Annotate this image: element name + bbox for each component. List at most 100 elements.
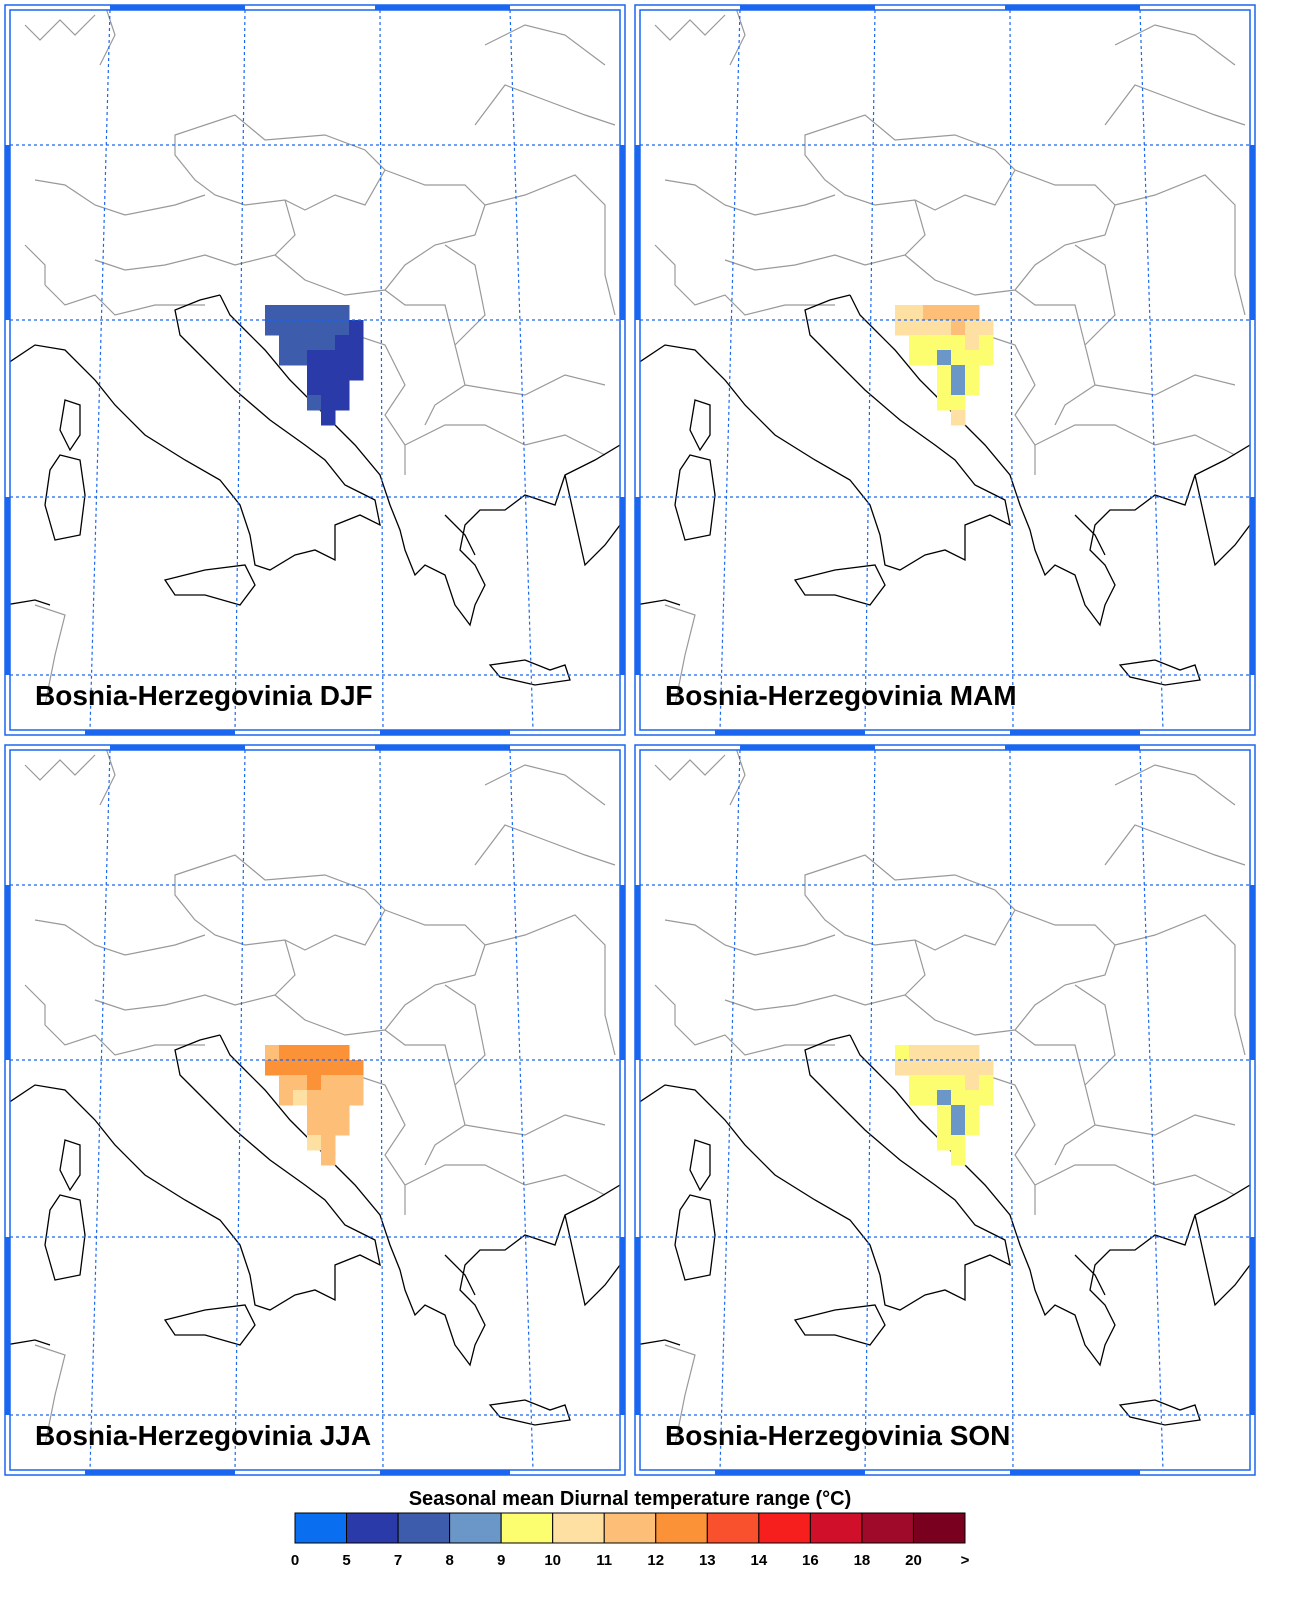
- frame-tick: [1005, 5, 1140, 10]
- grid-cell: [951, 305, 966, 321]
- grid-cell: [923, 1045, 938, 1061]
- grid-cell: [979, 320, 994, 336]
- grid-cell: [307, 395, 322, 411]
- colorbar-tick-label: 7: [394, 1552, 402, 1569]
- grid-cell: [279, 305, 294, 321]
- grid-cell: [293, 1090, 308, 1106]
- panel-title: Bosnia-Herzegovinia DJF: [35, 680, 373, 711]
- grid-cell: [965, 1045, 980, 1061]
- colorbar-tick-label: 14: [751, 1552, 768, 1569]
- colorbar-tick-label: 20: [905, 1552, 922, 1569]
- colorbar: Seasonal mean Diurnal temperature range …: [291, 1488, 970, 1569]
- grid-cell: [279, 1075, 294, 1091]
- graticule: [1009, 750, 1014, 1470]
- map-area: [10, 10, 620, 730]
- graticule: [719, 10, 741, 730]
- grid-cell: [923, 1075, 938, 1091]
- grid-cell: [895, 1045, 910, 1061]
- grid-cell: [321, 350, 336, 366]
- frame-tick: [635, 885, 640, 1060]
- grid-cell: [937, 1105, 952, 1121]
- grid-cell: [265, 305, 280, 321]
- grid-cell: [965, 350, 980, 366]
- frame-tick: [620, 1237, 625, 1415]
- grid-cell: [349, 1090, 364, 1106]
- grid-cell: [951, 380, 966, 396]
- grid-cell: [335, 1105, 350, 1121]
- frame-tick: [1010, 1470, 1140, 1475]
- frame-outer: [634, 744, 1256, 1476]
- grid-cell: [293, 305, 308, 321]
- colorbar-box: [706, 1512, 760, 1544]
- frame-tick: [620, 145, 625, 320]
- graticule: [234, 750, 246, 1470]
- grid-cell: [979, 1090, 994, 1106]
- grid-cell: [321, 380, 336, 396]
- grid-cell: [335, 1060, 350, 1076]
- frame-tick: [85, 730, 235, 735]
- grid-cell: [293, 1045, 308, 1061]
- grid-cell: [951, 365, 966, 381]
- graticule: [89, 10, 111, 730]
- grid-cell: [937, 350, 952, 366]
- grid-cell: [909, 305, 924, 321]
- panel-title: Bosnia-Herzegovinia SON: [665, 1420, 1010, 1451]
- colorbar-box: [603, 1512, 657, 1544]
- grid-cell: [307, 1090, 322, 1106]
- grid-cell: [965, 365, 980, 381]
- graticule: [379, 10, 384, 730]
- grid-cell: [265, 1060, 280, 1076]
- grid-cell: [923, 335, 938, 351]
- colorbar-tick-label: 5: [342, 1552, 350, 1569]
- grid-cell: [321, 305, 336, 321]
- frame-tick: [620, 497, 625, 675]
- colorbar-box: [912, 1512, 966, 1544]
- frame-tick: [5, 885, 10, 1060]
- grid-cell: [937, 365, 952, 381]
- grid-cell: [265, 1045, 280, 1061]
- grid-cell: [951, 410, 966, 426]
- grid-cell: [307, 365, 322, 381]
- grid-cell: [279, 335, 294, 351]
- grid-cell: [965, 1105, 980, 1121]
- graticule: [509, 10, 534, 730]
- grid-cell: [335, 395, 350, 411]
- frame-tick: [380, 730, 510, 735]
- grid-cell: [909, 350, 924, 366]
- grid-cell: [951, 1045, 966, 1061]
- grid-cell: [335, 1090, 350, 1106]
- grid-cell: [937, 320, 952, 336]
- grid-cell: [979, 335, 994, 351]
- grid-cell: [307, 1135, 322, 1151]
- frame-tick: [5, 1237, 10, 1415]
- frame-tick: [380, 1470, 510, 1475]
- graticule: [864, 750, 876, 1470]
- frame-tick: [620, 885, 625, 1060]
- grid-cell: [951, 1150, 966, 1166]
- frame-tick: [1005, 745, 1140, 750]
- grid-cell: [909, 1060, 924, 1076]
- panel-title: Bosnia-Herzegovinia MAM: [665, 680, 1017, 711]
- frame-outer: [4, 744, 626, 1476]
- frame-tick: [5, 497, 10, 675]
- grid-cell: [937, 1045, 952, 1061]
- colorbar-box: [500, 1512, 554, 1544]
- grid-cell: [321, 1120, 336, 1136]
- grid-cell: [979, 1075, 994, 1091]
- grid-cell: [923, 350, 938, 366]
- frame-tick: [85, 1470, 235, 1475]
- grid-cell: [307, 1060, 322, 1076]
- grid-cell: [293, 335, 308, 351]
- grid-cell: [321, 335, 336, 351]
- grid-cell: [909, 1075, 924, 1091]
- grid-cell: [265, 320, 280, 336]
- colorbar-tick-label: 11: [596, 1552, 612, 1569]
- grid-cell: [307, 1105, 322, 1121]
- colorbar-box: [758, 1512, 811, 1544]
- map-area: [640, 10, 1250, 730]
- grid-cell: [349, 1060, 364, 1076]
- grid-cell: [293, 1060, 308, 1076]
- frame-tick: [375, 5, 510, 10]
- graticule: [89, 750, 111, 1470]
- grid-cell: [951, 1060, 966, 1076]
